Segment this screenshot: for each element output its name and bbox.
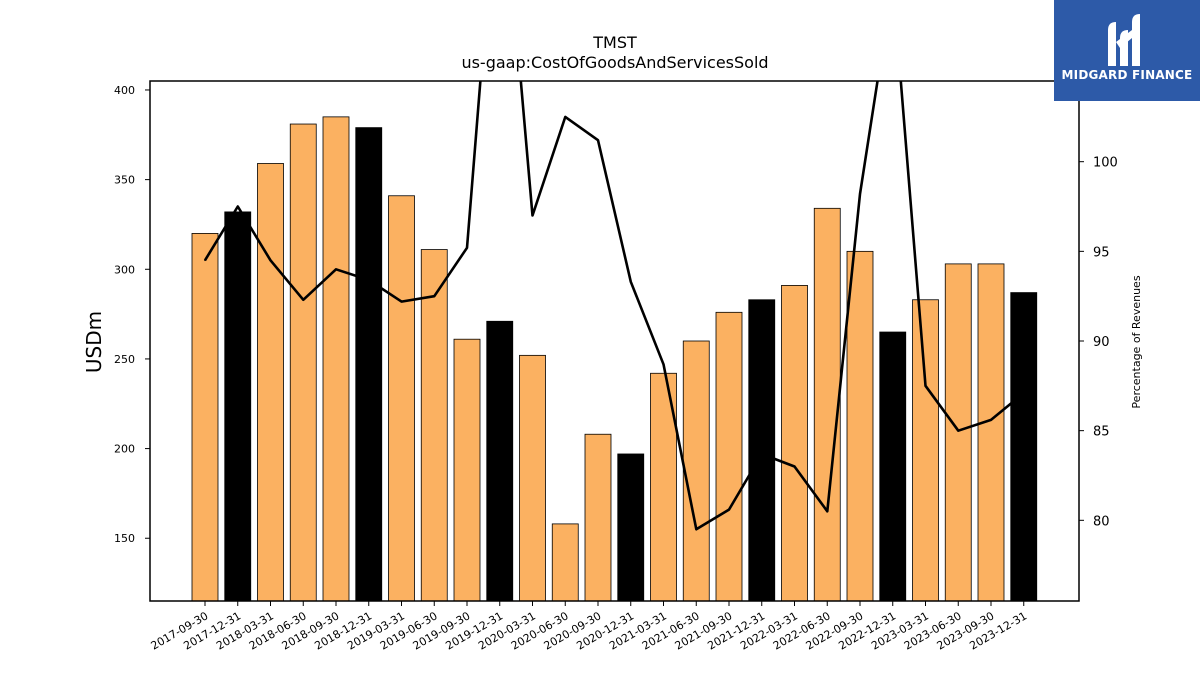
bar-2017-09-30 bbox=[191, 233, 219, 602]
y2-axis-title: Percentage of Revenues bbox=[1130, 275, 1143, 408]
line-point-2022-03-31 bbox=[793, 465, 796, 468]
bar-2018-03-31 bbox=[257, 163, 284, 602]
line-point-2019-06-30 bbox=[433, 295, 436, 297]
bar-2020-03-31 bbox=[519, 354, 546, 602]
y-tick-label: 400 bbox=[114, 84, 135, 97]
chart-subtitle: us-gaap:CostOfGoodsAndServicesSold bbox=[461, 53, 768, 72]
line-point-2021-03-31 bbox=[662, 363, 665, 366]
bar-2019-03-31 bbox=[388, 195, 415, 602]
line-point-2020-09-30 bbox=[597, 139, 599, 141]
line-point-2021-06-30 bbox=[695, 528, 698, 531]
midgard-logo-icon bbox=[1108, 14, 1140, 66]
line-point-2018-12-31 bbox=[367, 279, 370, 281]
bar-2021-09-30 bbox=[715, 311, 743, 602]
line-point-2017-09-30 bbox=[204, 259, 206, 262]
y2-tick-label: 100 bbox=[1093, 156, 1118, 171]
y2-tick-label: 85 bbox=[1093, 425, 1110, 440]
x-axis: 2017-09-302017-12-312018-03-312018-06-30… bbox=[149, 601, 1029, 653]
line-point-2023-03-31 bbox=[924, 385, 927, 387]
chart-title: TMST bbox=[592, 33, 637, 52]
y2-tick-label: 90 bbox=[1093, 335, 1110, 350]
line-point-2021-12-31 bbox=[760, 453, 763, 455]
y-axis: 150 200 250 300 350 400 bbox=[114, 84, 150, 545]
brand-logo: MIDGARD FINANCE bbox=[1054, 0, 1200, 101]
bar-2023-06-30 bbox=[944, 263, 972, 602]
bar-2017-12-31 bbox=[224, 211, 252, 602]
bar-2019-06-30 bbox=[420, 249, 448, 602]
bar-2023-03-31 bbox=[912, 299, 939, 602]
y2-tick-label: 80 bbox=[1093, 514, 1110, 529]
line-point-2021-09-30 bbox=[728, 508, 730, 511]
bar-2018-06-30 bbox=[289, 123, 317, 602]
line-point-2018-03-31 bbox=[269, 259, 272, 262]
bar-2018-09-30 bbox=[322, 116, 350, 602]
revenue-percentage-line bbox=[203, 81, 1025, 531]
logo-text: MIDGARD FINANCE bbox=[1061, 68, 1193, 82]
line-point-2022-09-30 bbox=[859, 193, 861, 195]
line-point-2018-06-30 bbox=[302, 298, 305, 301]
bar-2020-06-30 bbox=[551, 523, 579, 602]
y-tick-label: 150 bbox=[114, 532, 135, 545]
bars-layer bbox=[191, 116, 1038, 602]
line-point-2023-09-30 bbox=[990, 419, 992, 421]
bar-2020-09-30 bbox=[584, 433, 612, 602]
line-point-2017-12-31 bbox=[236, 205, 239, 208]
y-tick-label: 200 bbox=[114, 443, 135, 456]
bar-2019-12-31 bbox=[486, 320, 514, 602]
line-point-2023-06-30 bbox=[957, 429, 960, 432]
bar-2022-09-30 bbox=[846, 250, 874, 602]
line-point-2020-12-31 bbox=[629, 281, 632, 283]
bar-2020-12-31 bbox=[617, 453, 645, 602]
line-point-2019-03-31 bbox=[400, 300, 403, 303]
bar-2023-09-30 bbox=[977, 263, 1005, 602]
line-point-2020-06-30 bbox=[564, 116, 567, 118]
bar-2022-12-31 bbox=[879, 331, 907, 602]
y-tick-label: 250 bbox=[114, 353, 135, 366]
y-axis-title: USDm bbox=[82, 311, 106, 373]
bar-2022-06-30 bbox=[813, 207, 841, 602]
bar-2018-12-31 bbox=[355, 127, 383, 602]
line-point-2019-09-30 bbox=[466, 246, 468, 249]
bar-2022-03-31 bbox=[781, 285, 808, 602]
y-tick-label: 300 bbox=[114, 263, 135, 276]
line-point-2023-12-31 bbox=[1022, 392, 1025, 394]
y2-tick-label: 95 bbox=[1093, 245, 1110, 260]
bar-2023-12-31 bbox=[1010, 292, 1038, 602]
line-point-2022-06-30 bbox=[826, 510, 829, 513]
y-tick-label: 350 bbox=[114, 174, 135, 187]
line-layer bbox=[203, 81, 1025, 531]
bar-2021-12-31 bbox=[748, 299, 776, 602]
y2-axis: 80 85 90 95 100 bbox=[1079, 156, 1118, 529]
line-point-2018-09-30 bbox=[335, 268, 337, 271]
plot-frame bbox=[149, 80, 1080, 602]
bar-2019-09-30 bbox=[453, 338, 481, 602]
line-point-2020-03-31 bbox=[531, 214, 534, 217]
bar-2021-06-30 bbox=[682, 340, 710, 602]
